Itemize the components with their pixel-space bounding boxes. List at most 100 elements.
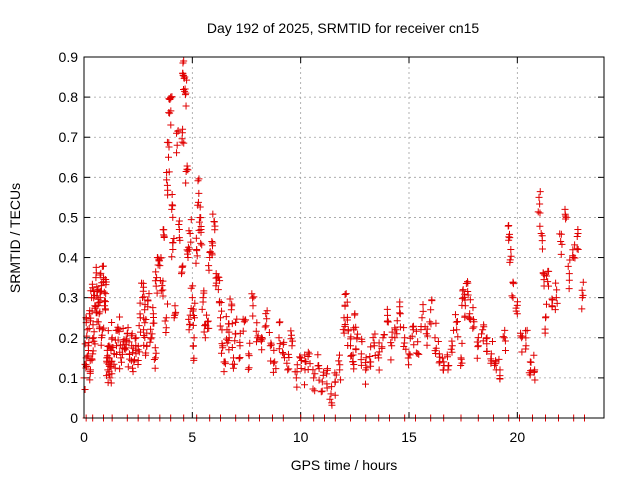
data-point xyxy=(548,302,556,310)
data-point xyxy=(352,346,360,354)
data-point xyxy=(94,318,102,326)
data-point xyxy=(108,318,116,326)
data-point xyxy=(86,376,94,384)
data-point xyxy=(171,302,179,310)
data-point xyxy=(108,370,116,378)
data-point xyxy=(275,345,283,353)
data-point xyxy=(217,349,225,357)
data-point xyxy=(151,364,159,372)
data-point xyxy=(495,355,503,363)
data-point xyxy=(309,385,317,393)
data-point xyxy=(239,327,247,335)
data-point xyxy=(107,379,115,387)
data-point xyxy=(194,177,202,185)
data-point xyxy=(180,139,188,147)
data-point xyxy=(450,326,458,334)
data-point xyxy=(189,305,197,313)
data-point xyxy=(474,342,482,350)
data-point xyxy=(210,218,218,226)
data-point xyxy=(265,329,273,337)
data-point xyxy=(362,354,370,362)
data-point xyxy=(319,371,327,379)
data-point xyxy=(235,355,243,363)
data-point xyxy=(454,333,462,341)
data-point xyxy=(474,343,482,351)
data-point xyxy=(518,348,526,356)
data-point xyxy=(327,390,335,398)
data-point xyxy=(185,245,193,253)
y-tick-label: 0.2 xyxy=(59,330,79,346)
data-point xyxy=(269,368,277,376)
data-point xyxy=(152,349,160,357)
data-point xyxy=(90,337,98,345)
data-point xyxy=(453,318,461,326)
data-point xyxy=(212,282,220,290)
data-point xyxy=(168,191,176,199)
data-point xyxy=(473,354,481,362)
data-point xyxy=(196,203,204,211)
data-point xyxy=(89,284,97,292)
data-point xyxy=(168,93,176,101)
data-point xyxy=(396,309,404,317)
data-point xyxy=(427,306,435,314)
data-point xyxy=(301,351,309,359)
data-point xyxy=(175,225,183,233)
data-point xyxy=(97,269,105,277)
data-point xyxy=(135,348,143,356)
data-point xyxy=(162,324,170,332)
data-point xyxy=(562,213,570,221)
data-point xyxy=(354,330,362,338)
data-point xyxy=(304,348,312,356)
data-point xyxy=(374,351,382,359)
data-point xyxy=(380,331,388,339)
data-point xyxy=(464,291,472,299)
data-point xyxy=(306,360,314,368)
y-tick-label: 0.6 xyxy=(59,169,79,185)
data-point xyxy=(483,347,491,355)
data-point xyxy=(98,331,106,339)
data-point xyxy=(208,242,216,250)
data-point xyxy=(250,293,258,301)
data-point xyxy=(228,300,236,308)
data-point xyxy=(447,345,455,353)
data-point xyxy=(95,299,103,307)
data-point xyxy=(342,290,350,298)
data-point xyxy=(113,342,120,350)
data-point xyxy=(89,350,97,358)
data-point xyxy=(545,282,553,290)
data-point xyxy=(262,310,270,318)
data-point xyxy=(270,359,278,367)
data-point xyxy=(117,358,125,366)
data-point xyxy=(538,232,546,240)
data-point xyxy=(549,296,557,304)
data-point xyxy=(182,102,190,110)
data-point xyxy=(245,364,253,372)
data-point xyxy=(261,323,269,331)
data-point xyxy=(159,277,167,285)
data-point xyxy=(198,305,206,313)
data-point xyxy=(204,318,211,326)
data-point xyxy=(410,341,418,349)
data-point xyxy=(191,299,199,307)
data-point xyxy=(232,318,240,326)
data-point xyxy=(479,326,487,334)
data-point xyxy=(149,304,157,312)
data-point xyxy=(402,345,410,353)
data-point xyxy=(190,354,198,362)
x-axis-label: GPS time / hours xyxy=(291,457,398,473)
data-point xyxy=(231,330,239,338)
data-point xyxy=(541,329,549,337)
data-point xyxy=(181,87,189,95)
data-point xyxy=(108,335,116,343)
data-point xyxy=(409,322,417,330)
data-point xyxy=(285,365,293,373)
data-point xyxy=(190,334,198,342)
data-point xyxy=(96,308,104,316)
data-point xyxy=(200,328,208,336)
data-point xyxy=(114,323,122,331)
y-tick-label: 0.5 xyxy=(59,209,79,225)
data-point xyxy=(160,231,168,239)
x-tick-label: 15 xyxy=(401,429,417,445)
data-point xyxy=(165,153,172,161)
data-point xyxy=(139,279,147,287)
